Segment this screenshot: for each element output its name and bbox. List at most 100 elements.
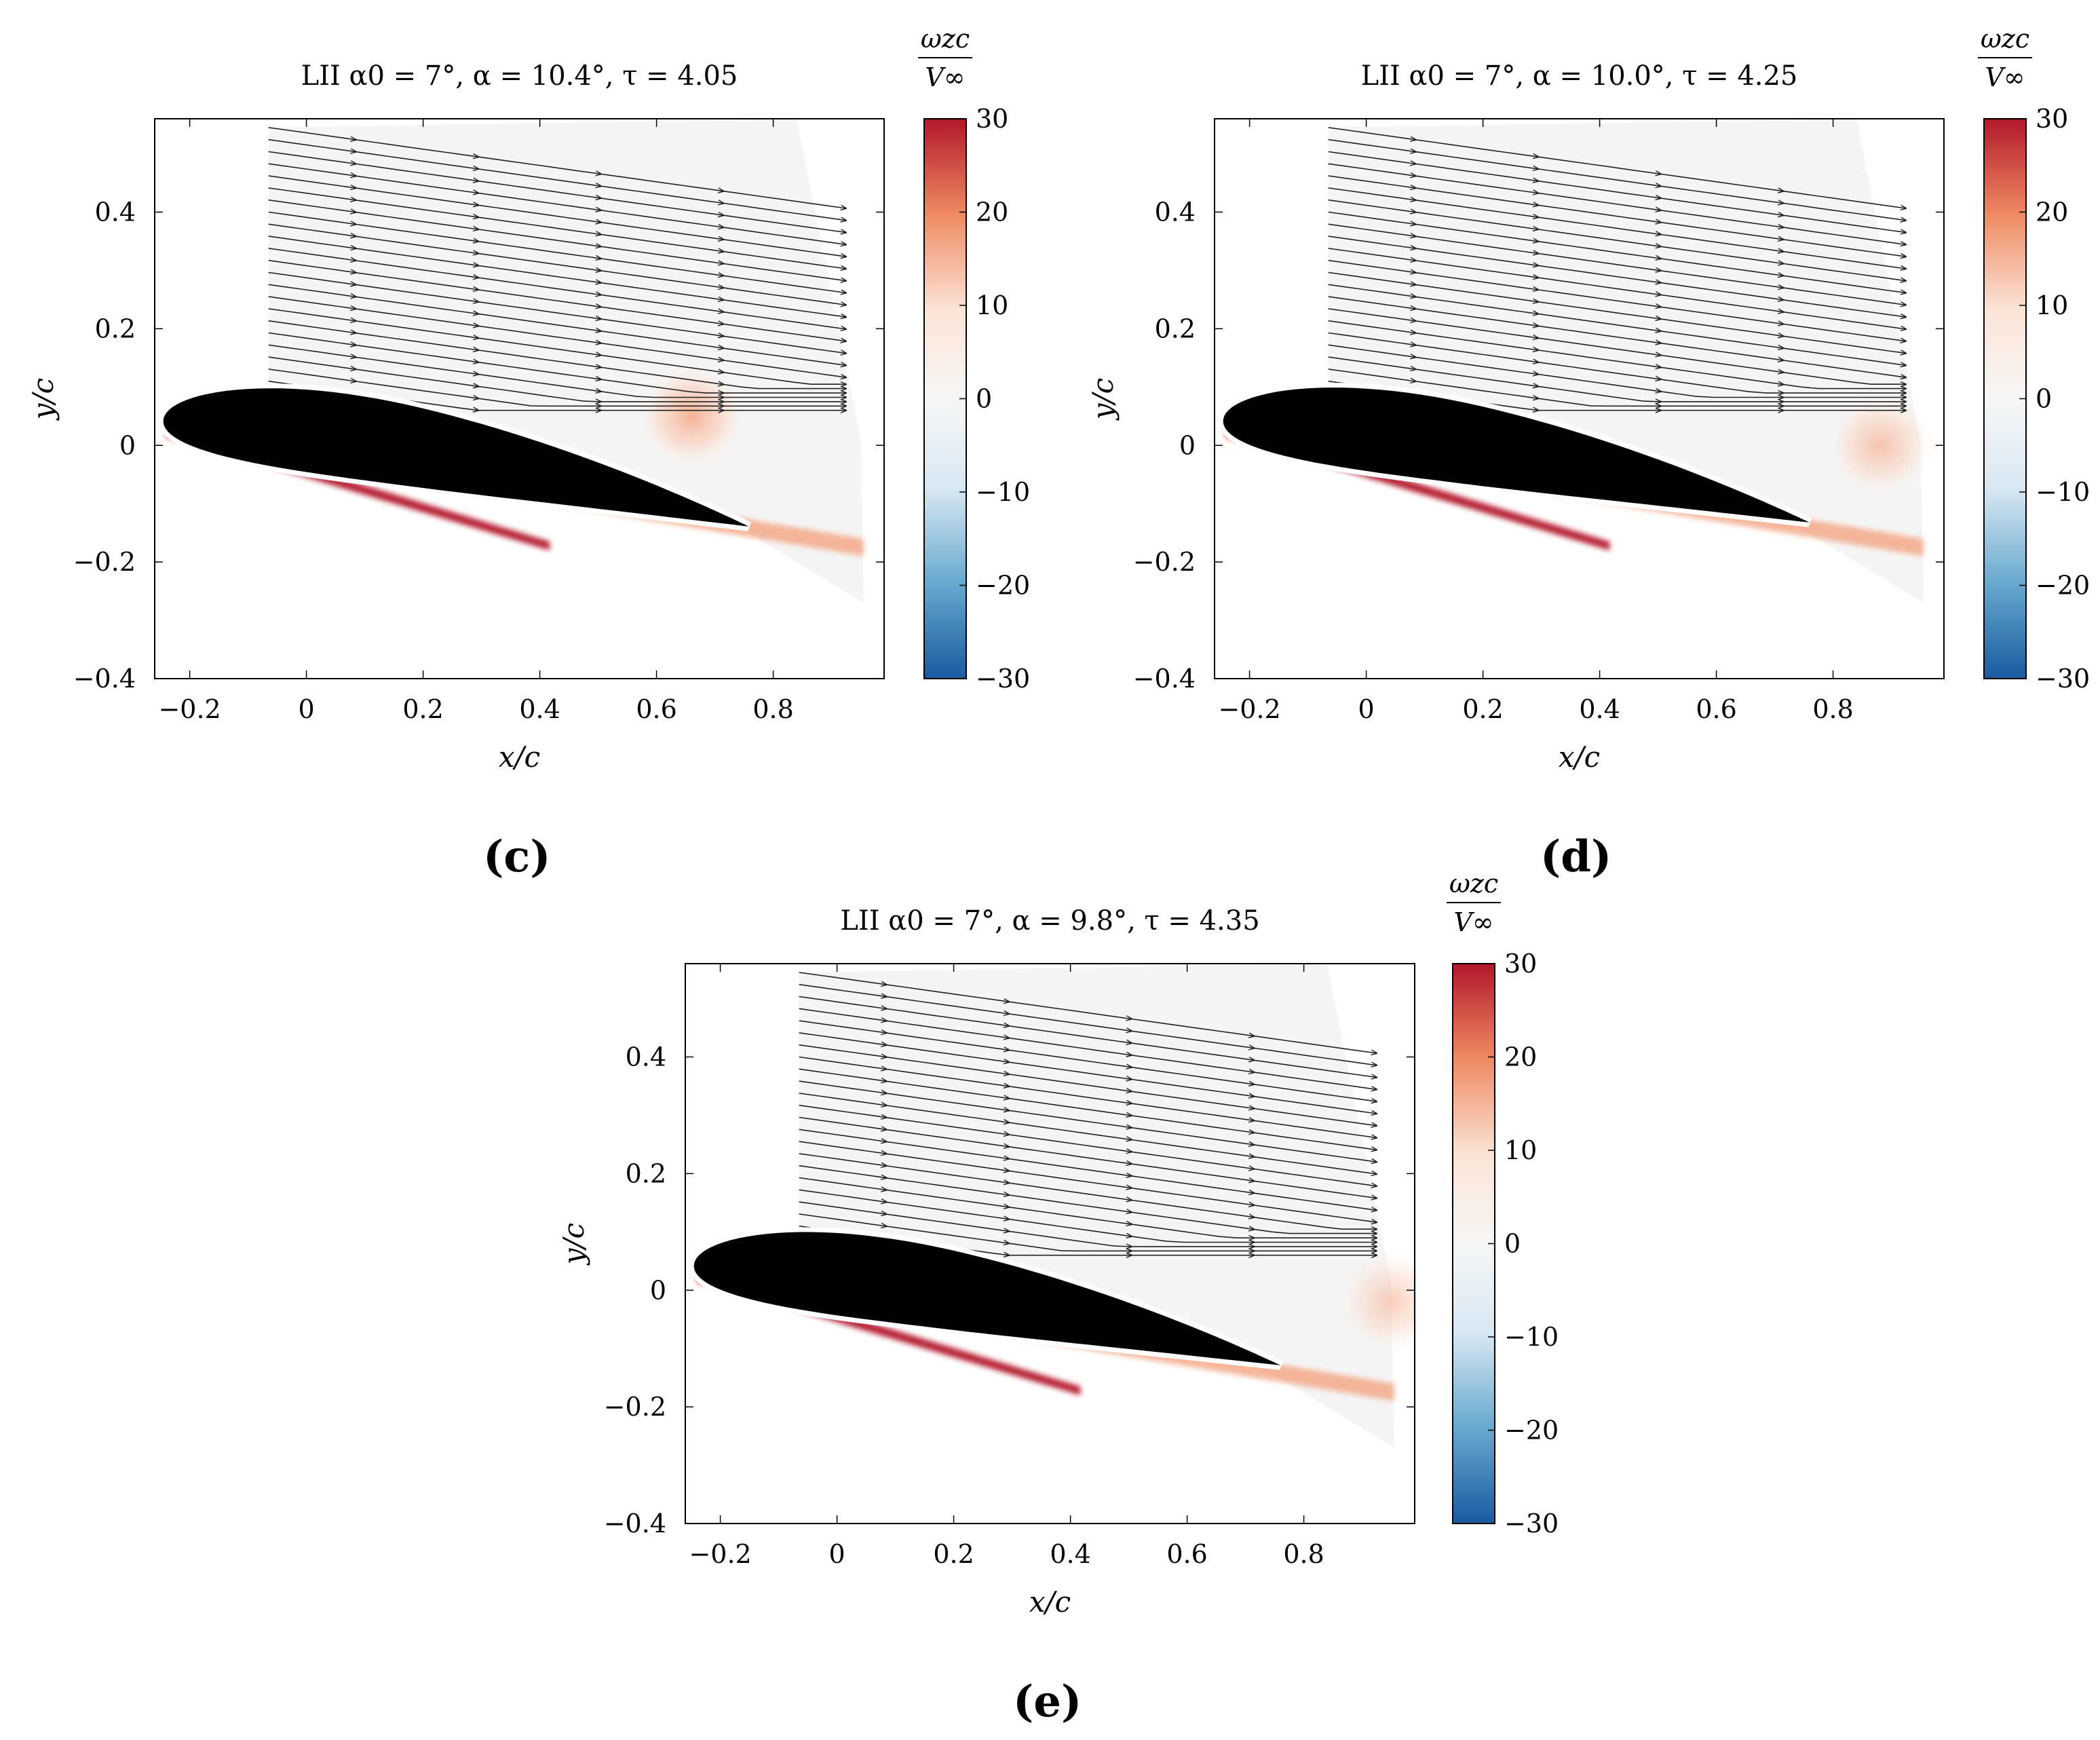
x-tick-label: 0.4 [1050,1539,1090,1569]
measurement-field [799,964,1394,1448]
streamline [1328,187,1907,269]
streamline [268,356,847,402]
y-tick-label: 0 [119,430,136,460]
x-axis-label: x/c [1559,740,1600,774]
colorbar-tick-label: 0 [2036,384,2052,414]
x-tick-label: −0.2 [158,694,221,724]
x-tick-label: 0.6 [1696,694,1736,724]
y-axis-label: y/c [557,1223,590,1266]
y-tick-label: 0.4 [1155,197,1196,227]
colorbar-tick-label: −20 [2036,571,2090,601]
chart-panel-d: −0.2 0 0.2 0.4 0.6 0.8 −0.4 −0.2 0 0.2 0.4 x/c y/c LI… [1086,24,2090,774]
x-tick-label: −0.2 [1218,694,1280,724]
colorbar-tick-label: −30 [1504,1509,1559,1538]
streamline [1328,259,1907,342]
streamline [268,187,847,269]
y-tick-label: −0.2 [604,1392,666,1422]
plot-area [1218,119,1932,603]
x-tick-label: 0.8 [1812,694,1853,724]
chart-title: LII α0 = 7°, α = 10.0°, τ = 4.25 [1361,60,1798,92]
colorbar-tick-label: 10 [2036,290,2068,320]
colorbar-tick-label: −10 [2036,477,2090,507]
x-tick-label: 0.6 [636,694,676,724]
streamline [1328,344,1907,398]
colorbar-gradient [923,118,967,679]
colorbar-tick-label: −30 [2036,664,2090,694]
y-axis-label: y/c [26,378,60,421]
colorbar-tick-label: 20 [1504,1042,1537,1072]
streamline [799,972,1377,1054]
streamline [799,1141,1377,1223]
y-tick-label: 0 [1179,430,1196,460]
streamline [268,223,847,306]
streamline [799,1044,1377,1127]
colorbar-label-numerator: ωzc [1981,24,2029,54]
colorbar-tick-label: 30 [2036,104,2068,134]
y-tick-label: 0.2 [626,1158,666,1188]
plot-area [158,119,864,603]
colorbar-label-denominator: V∞ [1985,62,2025,92]
streamline [1328,296,1907,378]
streamline [268,248,847,330]
y-tick-label: 0.2 [95,314,136,343]
streamline [1328,248,1907,330]
colorbar-tick-label: −10 [1504,1322,1559,1352]
streamline [799,1104,1377,1187]
x-tick-label: 0.8 [1283,1539,1324,1569]
x-tick-label: 0.2 [1462,694,1503,724]
colorbar-tick-label: −20 [1504,1416,1559,1445]
plot-frame [154,118,885,679]
colorbar-tick-label: 30 [1504,949,1537,979]
streamline [1328,127,1907,209]
streamline [268,235,847,318]
streamline [799,1189,1377,1243]
colorbar-label-denominator: V∞ [925,62,965,92]
colorbar-gradient [1983,118,2027,679]
y-tick-label: −0.4 [604,1509,666,1538]
streamline [1328,211,1907,294]
positive-vortex-contour [1827,396,1932,495]
streamline [799,996,1377,1078]
colorbar-tick-label: −30 [976,664,1030,694]
streamline [268,320,847,390]
y-tick-label: 0.4 [626,1042,666,1072]
plot-frame [685,963,1415,1524]
x-axis-label: x/c [1029,1585,1071,1619]
airfoil [1223,387,1810,523]
positive-vortex-contour [1339,1252,1415,1352]
airfoil [693,1232,1281,1365]
colorbar-tick-label: 20 [2036,197,2068,227]
streamline [268,138,847,221]
streamline [268,259,847,342]
y-tick-label: 0.2 [1155,314,1196,343]
chart-panel-e: −0.2 0 0.2 0.4 0.6 0.8 −0.4 −0.2 0 0.2 0.4 x/c y/c LI… [557,869,1559,1619]
streamline [799,1056,1377,1139]
caption-d: (d) [1540,831,1612,882]
streamline [268,199,847,282]
streamline [1328,235,1907,318]
streamline [799,1080,1377,1162]
streamline [1328,356,1907,402]
streamline [268,271,847,354]
colorbar-tick-label: 10 [976,290,1008,320]
y-tick-label: 0 [650,1275,666,1305]
streamline [799,1129,1377,1211]
streamline [799,1068,1377,1151]
colorbar-tick-label: −20 [976,571,1030,601]
streamline [1328,332,1907,394]
colorbar-tick-label: 30 [976,104,1008,134]
streamline [1328,368,1907,407]
colorbar-label-numerator: ωzc [921,24,970,54]
streamline [1328,151,1907,233]
colorbar-gradient [1452,963,1495,1524]
airfoil [163,388,749,527]
x-axis-label: x/c [499,740,540,774]
streamline [799,1032,1377,1114]
streamline [1328,271,1907,354]
colorbar: 30 20 10 0 −10 −20 −30 ωzc V∞ [1978,24,2090,694]
streamline [799,1165,1377,1234]
streamline [799,983,1377,1066]
x-tick-label: 0 [829,1539,845,1569]
streamline [1328,199,1907,282]
colorbar: 30 20 10 0 −10 −20 −30 ωzc V∞ [1447,869,1559,1538]
